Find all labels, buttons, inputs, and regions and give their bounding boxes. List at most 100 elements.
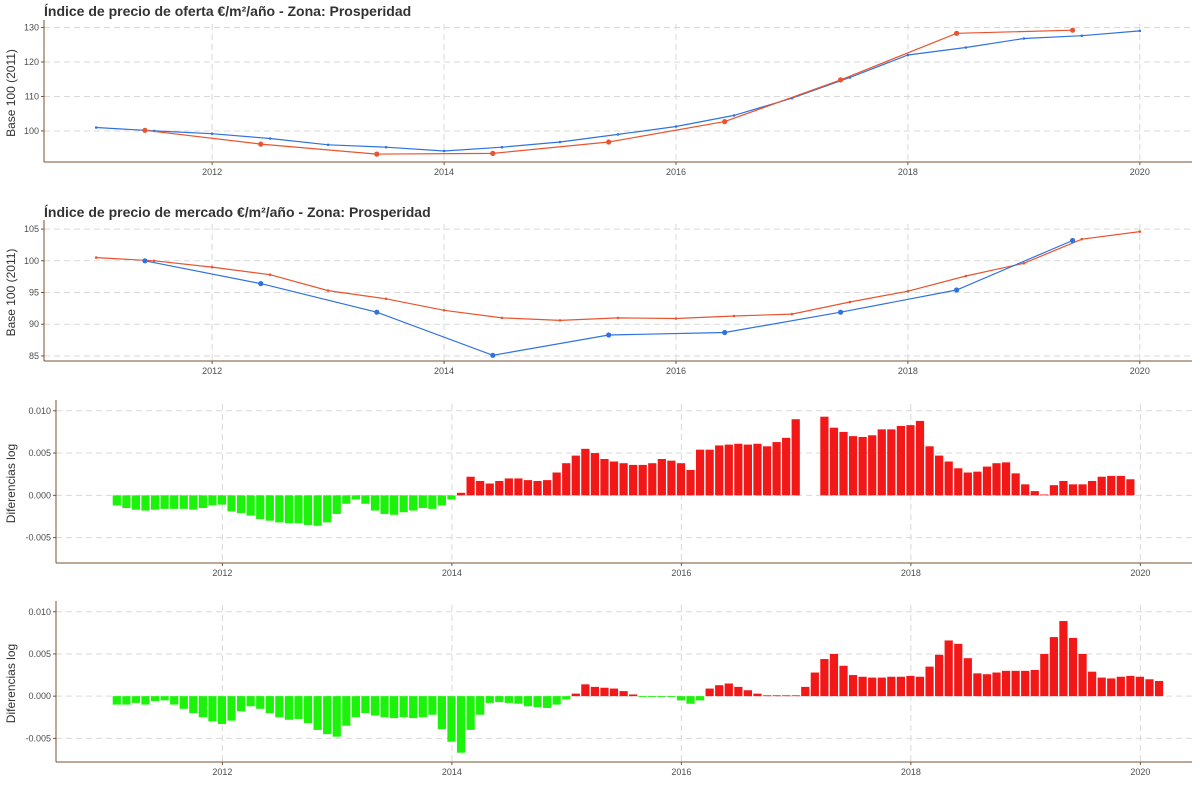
bar <box>380 696 389 718</box>
data-point <box>722 119 728 125</box>
bar <box>323 495 332 523</box>
bar <box>925 446 934 496</box>
bar <box>351 696 360 718</box>
x-tick-label: 2014 <box>434 366 454 376</box>
bar <box>342 696 351 726</box>
y-tick-label: 90 <box>29 319 39 329</box>
data-point <box>558 319 562 322</box>
bar <box>1154 680 1164 697</box>
bar <box>1088 480 1097 496</box>
bar <box>456 492 466 496</box>
bar <box>447 696 456 742</box>
y-tick-label: 0.000 <box>28 691 51 701</box>
data-point <box>94 126 98 129</box>
data-point <box>268 273 272 277</box>
bar <box>590 686 600 697</box>
bar <box>514 696 523 704</box>
bar <box>676 696 686 701</box>
bar <box>399 696 408 718</box>
data-point <box>906 53 910 57</box>
bar <box>1126 479 1135 496</box>
series-line-2 <box>144 239 1073 356</box>
bar <box>935 455 944 496</box>
bar <box>667 696 676 697</box>
bar <box>896 425 905 496</box>
bar <box>256 495 265 520</box>
bar <box>906 675 915 697</box>
bar <box>877 677 886 697</box>
bar <box>676 463 686 496</box>
bar <box>122 696 131 705</box>
bar <box>552 472 561 496</box>
bar <box>992 463 1001 496</box>
bar <box>887 676 896 697</box>
bar <box>160 495 169 509</box>
data-point <box>606 332 612 338</box>
x-tick-label: 2014 <box>434 167 454 177</box>
bar <box>762 446 772 496</box>
bar <box>437 495 447 506</box>
chart-panel-1: Índice de precio de oferta €/m²/año - Zo… <box>4 3 1192 177</box>
bar <box>648 463 657 496</box>
bar <box>523 480 533 496</box>
bar <box>476 480 485 496</box>
y-tick-label: 100 <box>24 126 39 136</box>
bar <box>848 675 858 697</box>
data-point <box>152 259 156 263</box>
bar <box>409 495 418 511</box>
bar <box>1001 462 1011 496</box>
bar <box>1001 670 1011 697</box>
bar <box>390 696 399 719</box>
bar <box>141 696 150 705</box>
x-tick-label: 2018 <box>898 366 918 376</box>
data-point <box>500 145 504 149</box>
data-point <box>606 139 612 145</box>
data-point <box>616 133 620 136</box>
data-point <box>674 317 678 320</box>
bar <box>782 437 791 496</box>
data-point <box>1070 27 1076 33</box>
bar <box>868 677 877 697</box>
bar <box>179 495 188 509</box>
bar <box>992 672 1001 697</box>
bar <box>399 495 408 513</box>
bar <box>1021 670 1030 697</box>
bar <box>629 464 638 496</box>
bar <box>428 495 437 509</box>
bar <box>485 696 494 703</box>
bar <box>619 463 628 496</box>
x-tick-label: 2018 <box>901 568 921 578</box>
bar <box>734 443 743 496</box>
bar <box>275 495 284 523</box>
bar <box>562 696 571 700</box>
bar <box>170 696 179 705</box>
bar <box>542 696 552 708</box>
bar <box>839 431 848 496</box>
bar <box>1107 475 1116 496</box>
bar <box>313 696 322 730</box>
bar <box>284 495 294 524</box>
bar <box>256 696 265 709</box>
bar <box>782 695 791 697</box>
bar <box>944 640 953 697</box>
bar <box>1059 621 1068 697</box>
y-tick-label: 120 <box>24 57 39 67</box>
bar <box>1097 476 1106 496</box>
data-point <box>442 309 446 312</box>
x-tick-label: 2020 <box>1130 167 1150 177</box>
bar <box>533 480 542 496</box>
bar <box>1078 484 1087 496</box>
bar <box>533 696 542 708</box>
bar <box>954 643 963 697</box>
bar <box>217 696 227 725</box>
bar <box>667 460 676 496</box>
bar <box>418 495 427 509</box>
bar <box>189 495 198 510</box>
y-tick-label: -0.005 <box>25 533 51 543</box>
series-line-1 <box>96 231 1140 322</box>
bar <box>466 696 475 730</box>
bar <box>332 696 341 737</box>
bar <box>409 696 418 719</box>
bar <box>542 480 552 496</box>
